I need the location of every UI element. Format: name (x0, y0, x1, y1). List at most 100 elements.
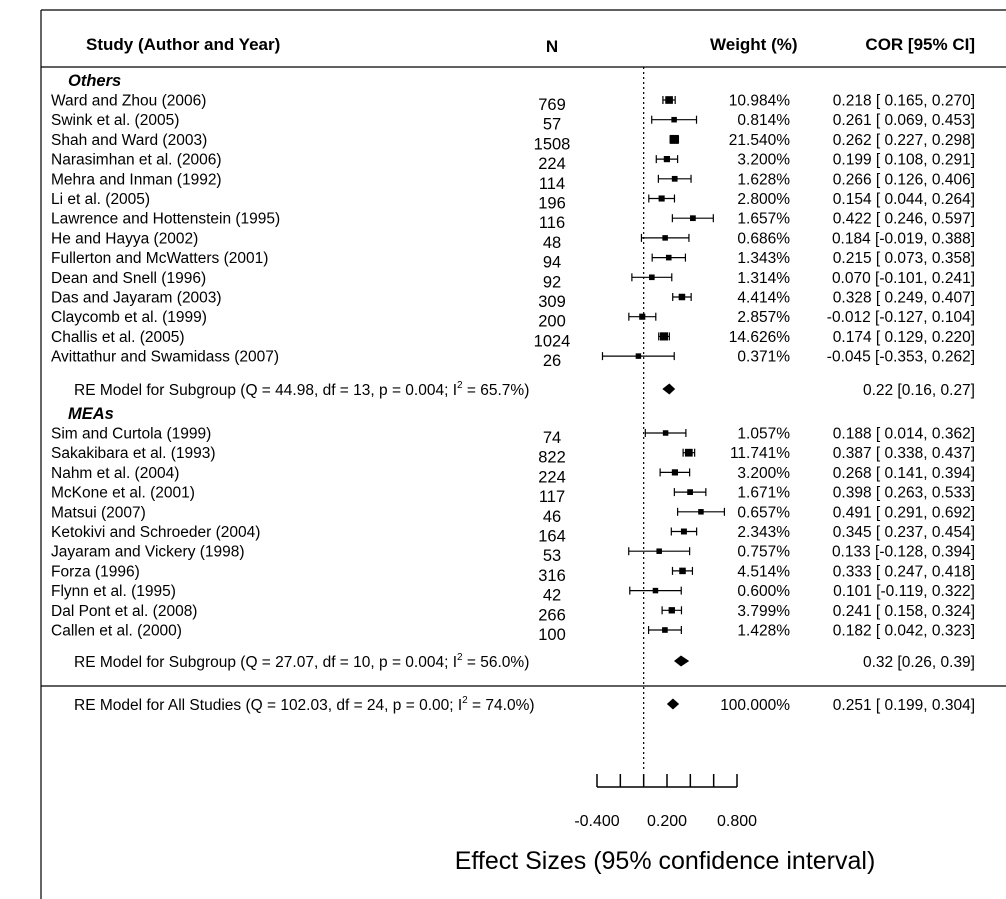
study-weight: 2.857% (737, 309, 790, 326)
study-n: 116 (539, 214, 565, 232)
study-weight: 0.600% (737, 583, 790, 600)
study-name: Dean and Snell (1996) (51, 270, 206, 287)
study-name: Nahm et al. (2004) (51, 465, 179, 482)
point-estimate-marker (684, 448, 693, 457)
study-row: Shah and Ward (2003) 1508 21.540% 0.262 [ 0… (51, 132, 975, 154)
x-tick-label: -0.400 (574, 813, 619, 830)
study-name: Claycomb et al. (1999) (51, 309, 207, 326)
study-ci: 0.422 [ 0.246, 0.597] (833, 211, 975, 228)
study-weight: 4.414% (737, 290, 790, 307)
study-ci: 0.133 [-0.128, 0.394] (832, 544, 975, 561)
study-ci: 0.182 [ 0.042, 0.323] (833, 623, 975, 640)
study-ci: 0.174 [ 0.129, 0.220] (833, 329, 975, 346)
summary-weight: 100.000% (720, 697, 790, 714)
study-row: Challis et al. (2005) 1024 14.626% 0.174 [ … (51, 329, 975, 351)
study-row: Sakakibara et al. (1993) 822 11.741% 0.387 … (51, 445, 975, 467)
study-row: Lawrence and Hottenstein (1995) 116 1.657%… (51, 211, 975, 233)
study-name: Avittathur and Swamidass (2007) (51, 349, 279, 366)
study-row: McKone et al. (2001) 117 1.671% 0.398 [ 0.2… (51, 485, 975, 507)
point-estimate-marker (687, 489, 693, 495)
x-tick-label: 0.800 (717, 813, 757, 830)
point-estimate-marker (656, 548, 662, 554)
point-estimate-marker (669, 134, 679, 144)
study-n: 224 (538, 468, 566, 486)
study-n: 266 (538, 606, 566, 624)
summary-label: RE Model for Subgroup (Q = 44.98, df = 1… (74, 380, 529, 399)
study-ci: 0.188 [ 0.014, 0.362] (833, 426, 975, 443)
point-estimate-marker (635, 353, 642, 359)
study-n: 1508 (534, 135, 571, 153)
study-row: Ward and Zhou (2006) 769 10.984% 0.218 [ 0.… (51, 93, 975, 115)
summary-ci: 0.251 [ 0.199, 0.304] (833, 697, 975, 714)
study-n: 309 (538, 293, 566, 311)
study-name: Mehra and Inman (1992) (51, 171, 222, 188)
study-name: Forza (1996) (51, 563, 140, 580)
point-estimate-marker (665, 254, 672, 261)
summary-label-tail: = 56.0%) (463, 654, 530, 671)
study-n: 100 (538, 626, 566, 644)
summary-diamond (662, 383, 676, 395)
study-row: Ketokivi and Schroeder (2004) 164 2.343% 0.… (51, 524, 975, 546)
point-estimate-marker (662, 627, 668, 633)
study-weight: 2.800% (737, 191, 790, 208)
group-heading: Others (68, 72, 121, 90)
study-n: 200 (538, 313, 566, 331)
study-name: Sakakibara et al. (1993) (51, 445, 216, 462)
point-estimate-marker (652, 587, 659, 594)
study-n: 57 (543, 116, 561, 134)
study-row: Matsui (2007) 46 0.657% 0.491 [ 0.291, 0.69… (51, 504, 975, 526)
study-ci: -0.012 [-0.127, 0.104] (827, 309, 975, 326)
summary-diamond (674, 655, 690, 667)
summary-label-main: RE Model for Subgroup (Q = 44.98, df = 1… (74, 382, 457, 399)
study-name: Ketokivi and Schroeder (2004) (51, 524, 260, 541)
summary-row: RE Model for Subgroup (Q = 27.07, df = 1… (74, 652, 975, 671)
study-weight: 0.757% (737, 544, 790, 561)
study-n: 822 (538, 449, 566, 467)
study-n: 74 (543, 429, 561, 447)
point-estimate-marker (639, 313, 646, 320)
study-name: Matsui (2007) (51, 504, 146, 521)
study-name: Fullerton and McWatters (2001) (51, 250, 268, 267)
study-ci: 0.101 [-0.119, 0.322] (833, 583, 975, 600)
study-weight: 11.741% (730, 445, 790, 462)
point-estimate-marker (698, 509, 704, 515)
summary-row: RE Model for All Studies (Q = 102.03, df… (74, 695, 975, 714)
study-row: Forza (1996) 316 4.514% 0.333 [ 0.247, 0.41… (51, 563, 975, 585)
study-name: Ward and Zhou (2006) (51, 93, 206, 110)
x-axis-tick-labels: -0.400 0.200 0.800 (574, 813, 757, 830)
study-ci: -0.045 [-0.353, 0.262] (827, 349, 975, 366)
study-row: Fullerton and McWatters (2001) 94 1.343% 0.… (51, 250, 975, 272)
study-weight: 0.657% (737, 504, 790, 521)
study-row: Flynn et al. (1995) 42 0.600% 0.101 [-0.119… (51, 583, 975, 605)
study-ci: 0.262 [ 0.227, 0.298] (833, 132, 975, 149)
study-weight: 0.814% (737, 112, 790, 129)
study-weight: 1.314% (737, 270, 790, 287)
study-weight: 10.984% (729, 93, 790, 110)
study-n: 1024 (534, 332, 571, 350)
summary-ci: 0.32 [0.26, 0.39] (863, 654, 975, 671)
study-rows: Others Ward and Zhou (2006) 769 10.984% 0.21… (51, 72, 975, 714)
study-weight: 1.657% (737, 211, 790, 228)
study-ci: 0.215 [ 0.073, 0.358] (833, 250, 975, 267)
point-estimate-marker (668, 607, 675, 614)
summary-label-tail: = 65.7%) (463, 382, 530, 399)
study-row: Sim and Curtola (1999) 74 1.057% 0.188 [ 0.… (51, 426, 975, 448)
study-ci: 0.491 [ 0.291, 0.692] (833, 504, 975, 521)
study-row: Claycomb et al. (1999) 200 2.857% -0.012 [-… (51, 309, 975, 331)
header-ci: COR [95% CI] (865, 35, 975, 54)
study-ci: 0.333 [ 0.247, 0.418] (833, 563, 975, 580)
group-heading: MEAs (68, 405, 114, 423)
study-n: 42 (543, 587, 561, 605)
study-name: Sim and Curtola (1999) (51, 426, 211, 443)
study-ci: 0.387 [ 0.338, 0.437] (833, 445, 975, 462)
study-weight: 3.799% (737, 603, 790, 620)
study-name: He and Hayya (2002) (51, 230, 198, 247)
study-n: 117 (539, 488, 565, 506)
point-estimate-marker (658, 195, 665, 202)
summary-label-sup: 2 (457, 652, 463, 663)
header-weight: Weight (%) (710, 35, 798, 54)
study-ci: 0.266 [ 0.126, 0.406] (833, 171, 975, 188)
study-ci: 0.218 [ 0.165, 0.270] (833, 93, 975, 110)
study-n: 94 (543, 254, 561, 272)
study-name: Challis et al. (2005) (51, 329, 185, 346)
